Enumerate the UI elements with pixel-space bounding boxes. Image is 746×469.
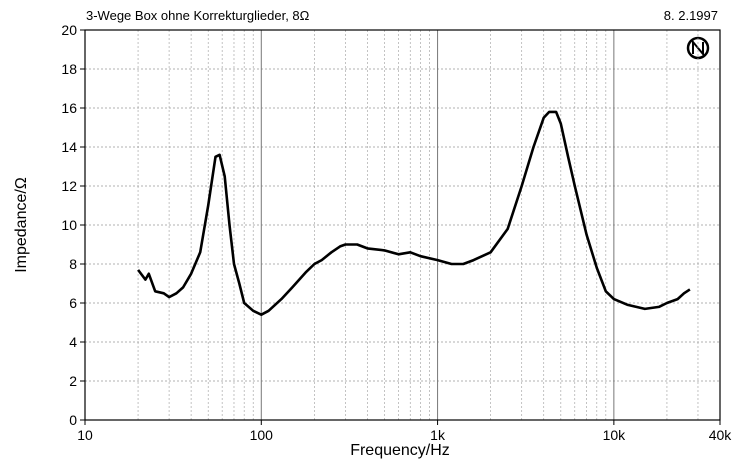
y-tick-label: 8 — [69, 256, 77, 272]
y-tick-label: 0 — [69, 412, 77, 428]
x-axis-label: Frequency/Hz — [350, 442, 450, 459]
y-tick-label: 16 — [61, 100, 77, 116]
chart-title: 3-Wege Box ohne Korrekturglieder, 8Ω — [86, 8, 310, 23]
impedance-line — [137, 110, 691, 316]
y-tick-label: 6 — [69, 295, 77, 311]
x-tick-label: 10k — [603, 427, 627, 443]
y-tick-label: 18 — [61, 61, 77, 77]
y-tick-label: 10 — [61, 217, 77, 233]
y-axis-label: Impedance/Ω — [13, 177, 30, 273]
x-tick-label: 40k — [709, 427, 733, 443]
y-tick-label: 2 — [69, 373, 77, 389]
y-tick-label: 4 — [69, 334, 77, 350]
y-tick-label: 20 — [61, 22, 77, 38]
y-tick-label: 12 — [61, 178, 77, 194]
x-tick-label: 1k — [430, 427, 446, 443]
x-tick-label: 10 — [77, 427, 93, 443]
chart-date: 8. 2.1997 — [664, 8, 718, 23]
y-tick-label: 14 — [61, 139, 77, 155]
plot-frame — [84, 29, 721, 421]
x-tick-label: 100 — [250, 427, 274, 443]
